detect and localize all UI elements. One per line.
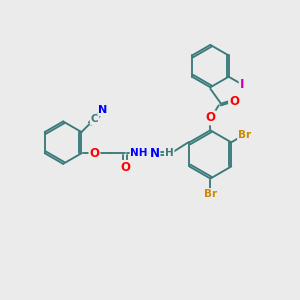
Text: O: O bbox=[206, 111, 215, 124]
Text: O: O bbox=[120, 161, 130, 174]
Text: NH: NH bbox=[130, 148, 148, 158]
Text: H: H bbox=[165, 148, 174, 158]
Text: Br: Br bbox=[204, 189, 217, 199]
Text: N: N bbox=[149, 147, 160, 160]
Text: N: N bbox=[98, 105, 108, 116]
Text: O: O bbox=[89, 147, 100, 160]
Text: I: I bbox=[240, 78, 244, 91]
Text: C: C bbox=[91, 114, 98, 124]
Text: O: O bbox=[229, 95, 239, 108]
Text: Br: Br bbox=[238, 130, 251, 140]
